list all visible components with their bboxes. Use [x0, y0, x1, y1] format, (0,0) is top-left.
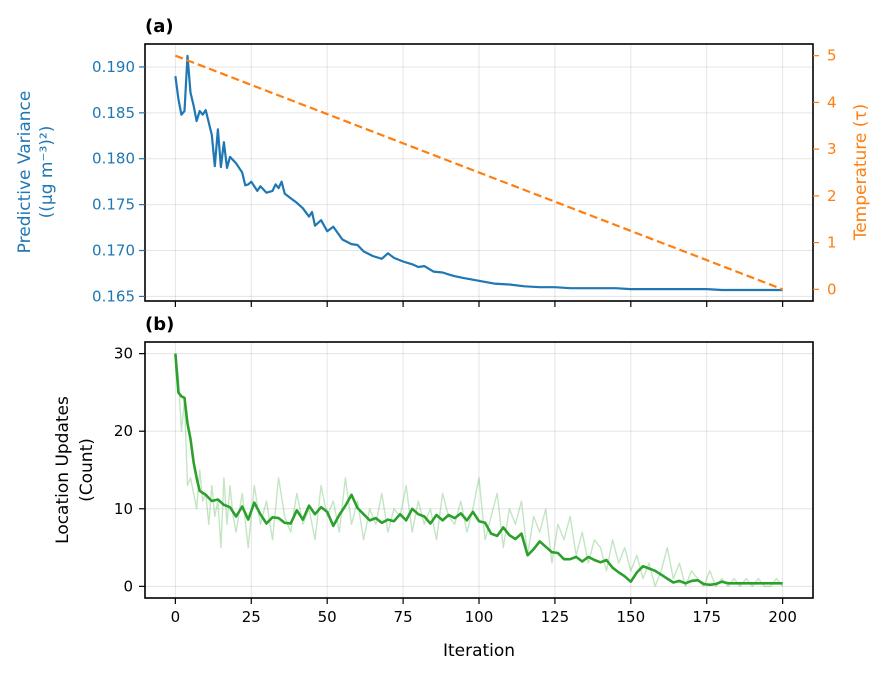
- panel-b-x-tick-label-8: 200: [768, 608, 797, 626]
- panel-b-x-tick-label-0: 0: [171, 608, 181, 626]
- panel-a-right-axis: 0 1 2 3 4 5: [813, 47, 837, 298]
- panel-b-x-axis: 0 25 50 75 100 125 150 175 200: [171, 598, 797, 626]
- panel-a-right-tick-label-5: 5: [827, 47, 837, 65]
- panel-a-grid: [145, 44, 813, 301]
- panel-a: 0.165 0.170 0.175 0.180 0.185 0.190 0 1 2 3 4 5 (a…: [15, 16, 871, 307]
- panel-a-left-tick-label-0: 0.165: [92, 287, 135, 305]
- panel-a-left-tick-label-1: 0.170: [92, 242, 135, 260]
- panel-a-left-tick-label-5: 0.190: [92, 58, 135, 76]
- panel-a-right-axis-title: Temperature (τ): [851, 104, 871, 242]
- panel-b-x-axis-title: Iteration: [443, 641, 515, 661]
- panel-b: 0 10 20 30 0 25 50 75 100 125 150 175 200 (b) Locat…: [53, 314, 814, 661]
- panel-a-right-tick-label-3: 3: [827, 140, 837, 158]
- panel-b-y-axis: 0 10 20 30: [114, 345, 145, 595]
- panel-a-label: (a): [145, 16, 174, 37]
- panel-a-x-axis: [174, 301, 784, 307]
- panel-b-x-tick-label-4: 100: [465, 608, 494, 626]
- panel-b-x-tick-label-6: 150: [616, 608, 645, 626]
- panel-b-y-axis-unit: (Count): [77, 438, 97, 502]
- panel-a-right-tick-label-4: 4: [827, 93, 837, 111]
- panel-a-left-axis-title: Predictive Variance: [15, 91, 35, 254]
- panel-b-label: (b): [145, 314, 174, 335]
- panel-a-left-tick-label-3: 0.180: [92, 150, 135, 168]
- panel-a-left-axis: 0.165 0.170 0.175 0.180 0.185 0.190: [92, 58, 145, 305]
- panel-a-right-tick-label-2: 2: [827, 187, 837, 205]
- panel-b-y-tick-label-2: 20: [114, 422, 133, 440]
- panel-b-y-tick-label-1: 10: [114, 500, 133, 518]
- panel-a-left-tick-label-4: 0.185: [92, 104, 135, 122]
- panel-b-x-tick-label-7: 175: [692, 608, 721, 626]
- predictive-variance-line: [174, 54, 783, 292]
- panel-a-left-axis-unit: ((μg m⁻³)²): [37, 126, 57, 219]
- panel-a-right-tick-label-1: 1: [827, 234, 837, 252]
- panel-b-series: [174, 353, 784, 588]
- panel-b-x-tick-label-5: 125: [541, 608, 570, 626]
- panel-a-series: [174, 54, 783, 292]
- panel-b-y-axis-title: Location Updates: [53, 396, 73, 544]
- location-updates-smoothed-line: [174, 353, 783, 587]
- panel-b-x-tick-label-1: 25: [242, 608, 261, 626]
- panel-b-y-tick-label-0: 0: [123, 577, 133, 595]
- temperature-line: [175, 54, 783, 291]
- panel-b-x-tick-label-3: 75: [394, 608, 413, 626]
- panel-a-right-tick-label-0: 0: [827, 280, 837, 298]
- panel-b-x-tick-label-2: 50: [318, 608, 337, 626]
- panel-b-y-tick-label-3: 30: [114, 345, 133, 363]
- panel-a-left-tick-label-2: 0.175: [92, 196, 135, 214]
